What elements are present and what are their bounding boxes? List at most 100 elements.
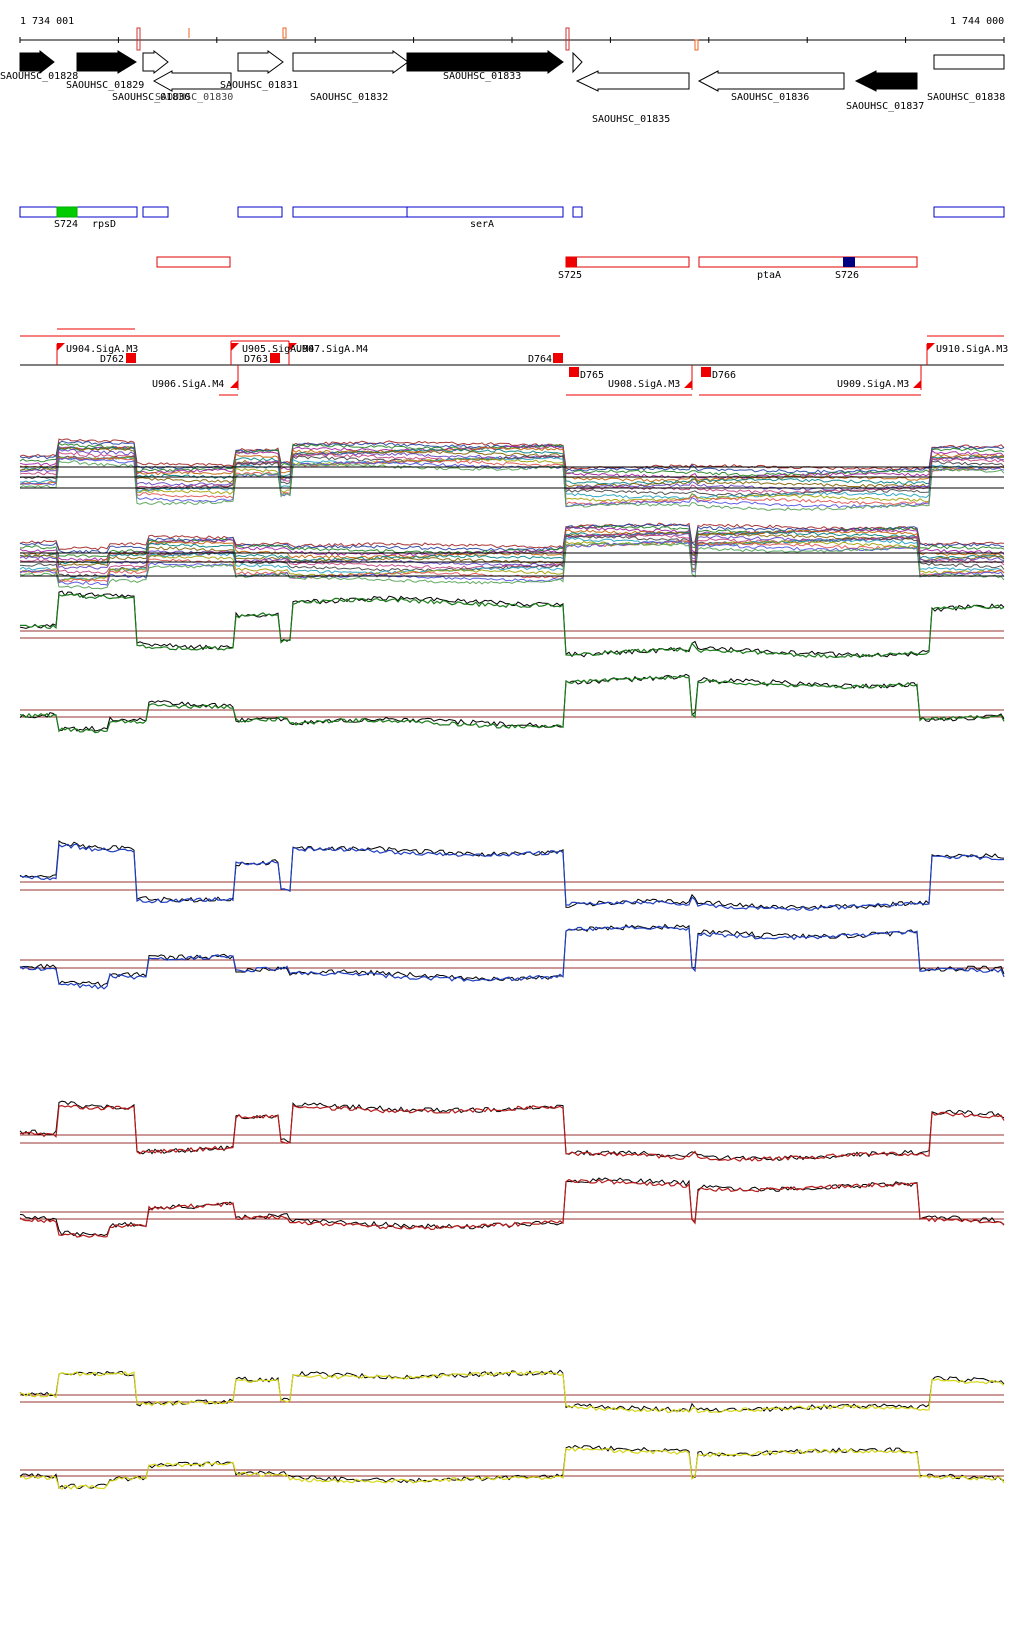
gene-label: SAOUHSC_01829 bbox=[66, 80, 144, 91]
gene-arrow-01837[interactable] bbox=[854, 70, 918, 92]
condition-line bbox=[19, 446, 1004, 488]
condition-track-pair-1 bbox=[19, 590, 1005, 734]
segment-label: U910.SigA.M3 bbox=[936, 344, 1008, 355]
segment-end-flag bbox=[913, 380, 921, 388]
downshift-label: D764 bbox=[528, 354, 552, 365]
mean-line bbox=[19, 843, 1005, 912]
gene-label: SAOUHSC_01833 bbox=[443, 71, 521, 82]
ruler-marker bbox=[136, 27, 141, 51]
operon-box[interactable] bbox=[156, 256, 231, 268]
gene-arrow-01829[interactable] bbox=[76, 50, 137, 74]
operon-track-plus: S724 rpsD serA bbox=[19, 206, 1005, 230]
gene-label: SAOUHSC_01830 bbox=[112, 92, 190, 103]
operon-box[interactable] bbox=[292, 206, 564, 218]
replicate-line bbox=[19, 590, 1005, 658]
replicate-line bbox=[19, 923, 1005, 988]
operon-box[interactable] bbox=[19, 206, 138, 218]
mean-line bbox=[19, 1178, 1005, 1238]
mean-line bbox=[20, 593, 1005, 659]
condition-line bbox=[19, 455, 1005, 503]
gene-label: SAOUHSC_01835 bbox=[592, 114, 670, 125]
condition-line bbox=[19, 445, 1005, 483]
site-marker-s726[interactable] bbox=[843, 257, 855, 267]
downshift-label: D762 bbox=[100, 354, 124, 365]
segment-label: U908.SigA.M3 bbox=[608, 379, 680, 390]
replicate-line bbox=[19, 840, 1005, 910]
ruler-end-label: 1 744 000 bbox=[950, 16, 1004, 27]
operon-label: serA bbox=[470, 219, 494, 230]
gene-arrow-01834[interactable] bbox=[572, 51, 583, 74]
replicate-line bbox=[19, 673, 1005, 732]
condition-line bbox=[19, 542, 1005, 590]
gene-arrow-01832[interactable] bbox=[292, 50, 409, 74]
segment-start-flag bbox=[57, 343, 65, 351]
gene-arrow-01830[interactable] bbox=[152, 70, 232, 92]
gene-label: SAOUHSC_01830 bbox=[155, 92, 233, 103]
mean-line bbox=[19, 674, 1005, 734]
operon-box[interactable] bbox=[142, 206, 169, 218]
condition-line bbox=[19, 532, 1005, 570]
condition-line bbox=[19, 522, 1005, 551]
mean-line bbox=[19, 1370, 1005, 1414]
condition-track-pair-4 bbox=[19, 1369, 1005, 1491]
gene-arrow-01833[interactable] bbox=[406, 50, 564, 74]
condition-line bbox=[19, 540, 1005, 586]
gene-label: SAOUHSC_01831 bbox=[220, 80, 298, 91]
operon-box[interactable] bbox=[698, 256, 918, 268]
segment-label: U909.SigA.M3 bbox=[837, 379, 909, 390]
gene-arrow-01830-fragment[interactable] bbox=[142, 49, 169, 75]
segment-label: U904.SigA.M3 bbox=[66, 344, 138, 355]
operon-track-minus: S725 ptaA S726 bbox=[156, 256, 918, 281]
downshift-marker bbox=[270, 353, 280, 363]
condition-line bbox=[19, 451, 1005, 494]
ruler-marker bbox=[282, 27, 287, 39]
gene-label: SAOUHSC_01838 bbox=[927, 92, 1005, 103]
site-marker-s725[interactable] bbox=[566, 257, 577, 267]
operon-box[interactable] bbox=[572, 206, 583, 218]
condition-line bbox=[19, 537, 1005, 581]
multi-track-1 bbox=[19, 438, 1005, 511]
operon-box[interactable] bbox=[237, 206, 283, 218]
segment-start-flag bbox=[231, 343, 239, 351]
site-label: S726 bbox=[835, 270, 859, 281]
ruler-start-label: 1 734 001 bbox=[20, 16, 74, 27]
condition-track-pair-2 bbox=[19, 840, 1005, 990]
operon-label: ptaA bbox=[757, 270, 781, 281]
ruler-marker bbox=[694, 39, 699, 51]
gene-label: SAOUHSC_01837 bbox=[846, 101, 924, 112]
condition-line bbox=[19, 540, 1005, 583]
gene-arrow-01838[interactable] bbox=[933, 54, 1005, 70]
gene-label: SAOUHSC_01836 bbox=[731, 92, 809, 103]
segment-end-flag bbox=[684, 380, 692, 388]
segment-label: U906.SigA.M4 bbox=[152, 379, 224, 390]
gene-arrow-01831[interactable] bbox=[237, 50, 284, 74]
gene-label: SAOUHSC_01828 bbox=[0, 71, 78, 82]
site-label: S725 bbox=[558, 270, 582, 281]
gene-arrow-01828[interactable] bbox=[19, 49, 55, 75]
gene-arrow-01836[interactable] bbox=[697, 70, 845, 92]
condition-line bbox=[19, 456, 1005, 506]
operon-label: rpsD bbox=[92, 219, 116, 230]
downshift-marker bbox=[569, 367, 579, 377]
operon-box[interactable] bbox=[933, 206, 1005, 218]
downshift-marker bbox=[553, 353, 563, 363]
gene-track: SAOUHSC_01828 SAOUHSC_01829 SAOUHSC_0183… bbox=[0, 49, 1005, 125]
segment-start-flag bbox=[927, 343, 935, 351]
downshift-label: D766 bbox=[712, 370, 736, 381]
condition-line bbox=[20, 534, 1005, 578]
coordinate-ruler: 1 734 001 1 744 000 bbox=[19, 16, 1005, 51]
condition-line bbox=[19, 445, 1005, 480]
replicate-line bbox=[19, 1369, 1005, 1413]
segment-start-flag bbox=[289, 343, 297, 351]
downshift-label: D765 bbox=[580, 370, 604, 381]
mean-line bbox=[19, 925, 1005, 990]
gene-arrow-01835[interactable] bbox=[575, 70, 690, 92]
site-label: S724 bbox=[54, 219, 78, 230]
site-marker-s724[interactable] bbox=[56, 206, 78, 218]
condition-line bbox=[19, 456, 1005, 500]
operon-box[interactable] bbox=[565, 256, 690, 268]
condition-line bbox=[19, 531, 1005, 566]
ruler-ticks bbox=[19, 37, 1005, 43]
segment-label: U907.SigA.M4 bbox=[296, 344, 368, 355]
condition-line bbox=[19, 446, 1005, 485]
